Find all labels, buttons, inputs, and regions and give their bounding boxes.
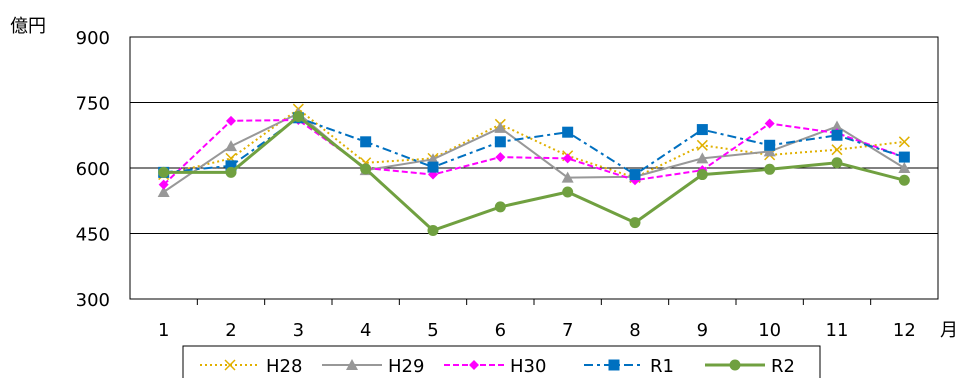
- legend-item-r1: R1: [584, 356, 674, 377]
- x-tick-label: 8: [629, 320, 640, 341]
- y-tick-label: 900: [76, 28, 110, 49]
- x-tick-label: 6: [495, 320, 506, 341]
- series-r2: [158, 110, 910, 236]
- x-tick-label: 12: [893, 320, 916, 341]
- data-point: [158, 179, 169, 190]
- legend-marker: [608, 359, 620, 371]
- data-point: [292, 110, 304, 122]
- series-line-r1: [163, 116, 905, 176]
- x-axis-label: 月: [940, 320, 958, 341]
- series-line-r2: [163, 114, 905, 233]
- legend-marker: [469, 360, 479, 370]
- data-point: [494, 201, 506, 213]
- data-point: [562, 153, 573, 164]
- data-point: [360, 136, 372, 148]
- y-tick-label: 450: [76, 225, 110, 246]
- series-line-h29: [163, 112, 905, 193]
- data-point: [561, 171, 574, 183]
- data-point: [831, 120, 843, 132]
- data-point: [494, 121, 507, 133]
- data-point: [696, 139, 708, 151]
- x-tick-label: 9: [697, 320, 708, 341]
- data-point: [898, 136, 910, 148]
- legend-marker: [224, 359, 236, 371]
- data-point: [157, 186, 170, 198]
- data-point: [225, 166, 237, 178]
- legend-item-h30: H30: [444, 356, 546, 377]
- data-point: [226, 115, 236, 126]
- legend: H28 H29 H30 R1 R2: [182, 345, 821, 381]
- data-point: [898, 174, 910, 186]
- data-point: [427, 153, 439, 165]
- data-point: [696, 124, 708, 136]
- x-tick-marks: [196, 299, 872, 305]
- legend-marker: [729, 359, 741, 371]
- data-point: [158, 166, 170, 178]
- data-point: [495, 152, 506, 163]
- legend-box: [182, 345, 821, 381]
- data-point: [764, 163, 776, 175]
- series-lines: [157, 103, 911, 236]
- legend-label: H30: [510, 356, 546, 377]
- data-point: [763, 145, 776, 157]
- data-point: [427, 224, 439, 236]
- data-point: [696, 169, 708, 181]
- y-tick-label: 750: [76, 94, 110, 115]
- x-tick-label: 3: [293, 320, 304, 341]
- x-tick-label: 4: [360, 320, 371, 341]
- data-point: [427, 161, 439, 173]
- y-tick-label: 300: [76, 290, 110, 311]
- legend-label: H29: [388, 356, 424, 377]
- data-point: [562, 186, 574, 198]
- x-tick-labels: 1 2 3 4 5 6 7 8 9 10 11 12: [158, 320, 916, 341]
- data-point: [225, 140, 237, 152]
- data-point: [494, 136, 506, 148]
- legend-item-h28: H28: [200, 356, 302, 377]
- data-point: [764, 118, 775, 129]
- legend-label: H28: [266, 356, 302, 377]
- data-point: [831, 129, 843, 141]
- data-point: [629, 217, 641, 229]
- x-tick-label: 5: [427, 320, 438, 341]
- legend-marker: [346, 359, 358, 370]
- series-line-h28: [163, 107, 905, 179]
- legend-item-r2: R2: [705, 356, 795, 377]
- data-point: [562, 126, 574, 138]
- data-point: [629, 169, 641, 181]
- legend-item-h29: H29: [322, 356, 424, 377]
- y-axis-label: 億円: [10, 16, 46, 37]
- data-point: [360, 163, 372, 175]
- legend-label: R1: [650, 356, 674, 377]
- x-tick-label: 11: [826, 320, 849, 341]
- data-point: [831, 144, 843, 156]
- series-line-h30: [163, 118, 905, 186]
- x-tick-label: 2: [225, 320, 236, 341]
- data-point: [898, 162, 911, 173]
- y-tick-label: 600: [76, 159, 110, 180]
- x-tick-label: 7: [562, 320, 573, 341]
- data-point: [764, 139, 776, 151]
- x-tick-label: 1: [158, 320, 169, 341]
- data-point: [831, 157, 843, 169]
- legend-label: R2: [771, 356, 795, 377]
- y-tick-labels: 300 450 600 750 900: [76, 28, 110, 311]
- data-point: [696, 152, 709, 164]
- gridlines: [130, 102, 938, 234]
- x-tick-label: 10: [758, 320, 781, 341]
- data-point: [898, 151, 910, 163]
- data-point: [225, 160, 237, 172]
